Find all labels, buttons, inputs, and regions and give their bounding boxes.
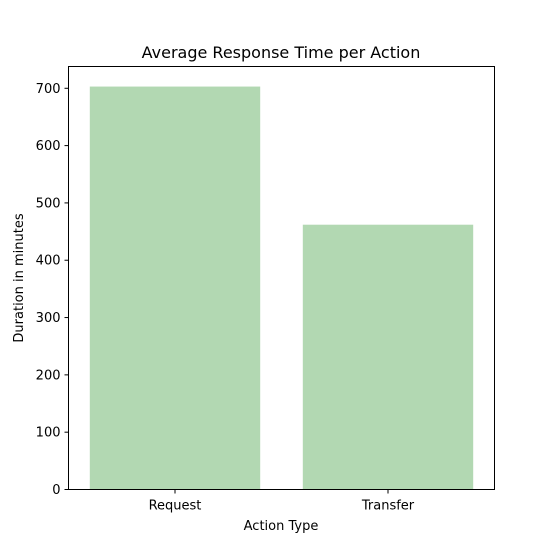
chart-title: Average Response Time per Action	[142, 43, 421, 62]
x-tick-label: Transfer	[361, 499, 415, 514]
bar-request	[89, 86, 261, 490]
y-tick-label: 600	[36, 139, 61, 154]
plot-area-frame	[68, 66, 495, 490]
y-tick-label: 300	[36, 311, 61, 326]
x-tick-label: Request	[149, 499, 202, 514]
y-tick-label: 100	[36, 426, 61, 441]
y-axis-ticks: 0 100 200 300 400 500 600 700	[36, 82, 69, 498]
y-tick-label: 400	[36, 254, 61, 269]
bars-group	[89, 86, 474, 490]
y-tick-label: 700	[36, 82, 61, 97]
y-tick-label: 0	[52, 483, 60, 498]
y-tick-label: 500	[36, 196, 61, 211]
y-tick-label: 200	[36, 368, 61, 383]
y-axis-label: Duration in minutes	[12, 213, 27, 342]
bar-transfer	[302, 224, 474, 490]
x-axis-label: Action Type	[244, 519, 319, 534]
x-axis-ticks: Request Transfer	[149, 489, 415, 514]
